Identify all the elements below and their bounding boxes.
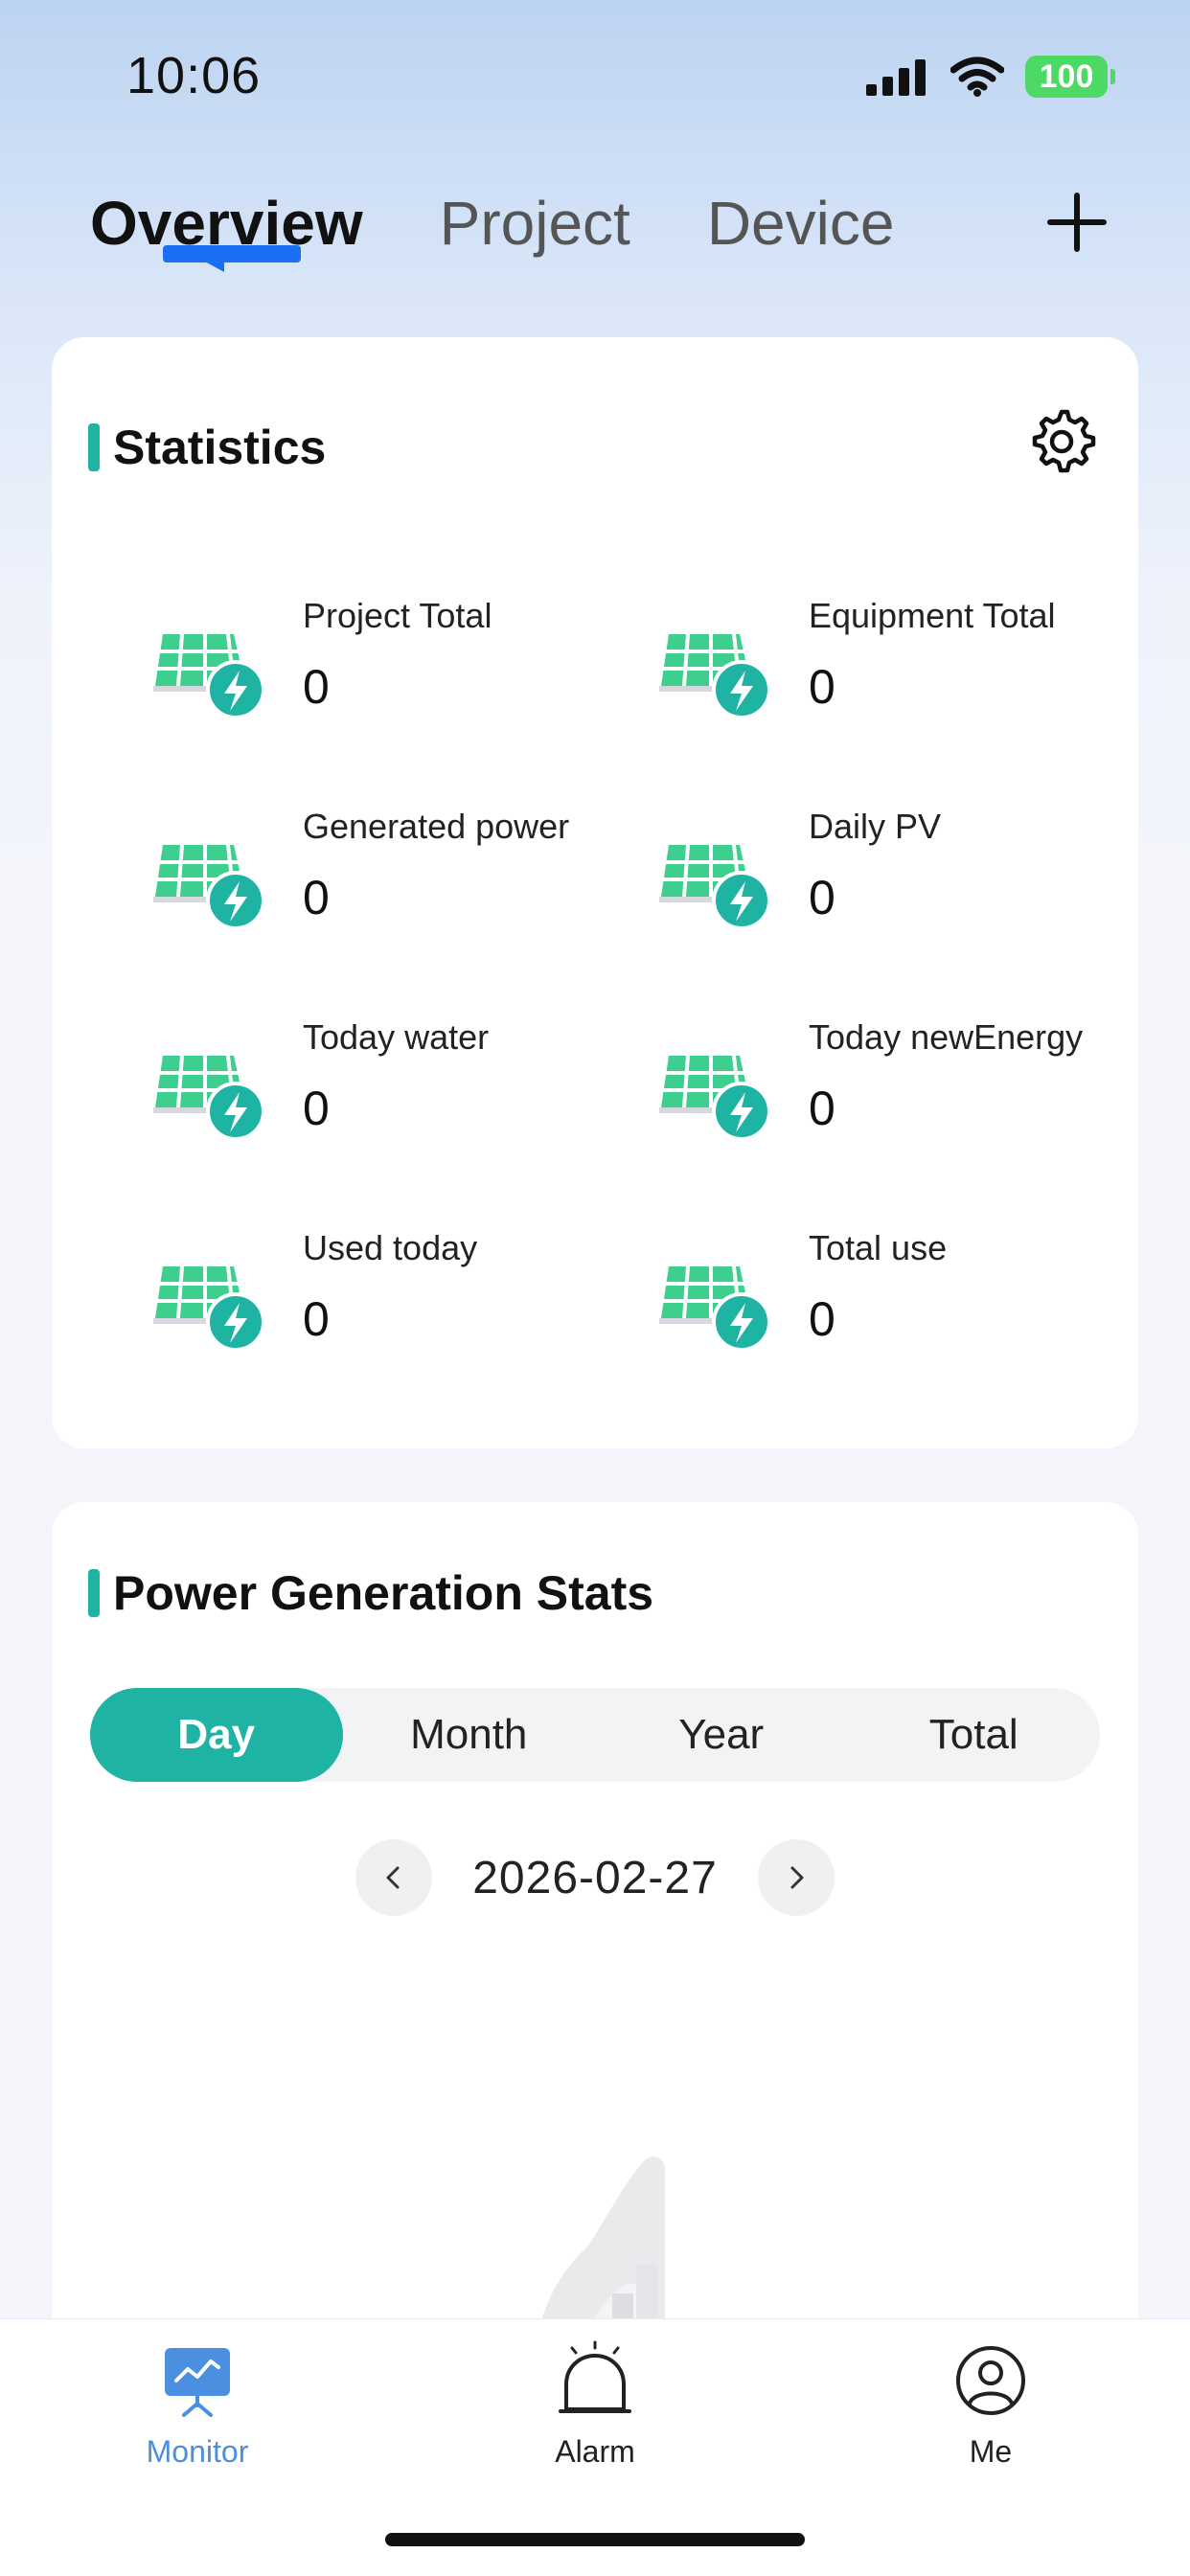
stat-label: Daily PV	[809, 807, 942, 846]
alarm-bell-icon	[559, 2340, 631, 2413]
solar-panel-bolt-icon	[659, 1265, 771, 1352]
solar-panel-bolt-icon	[659, 1055, 771, 1141]
period-year-button[interactable]: Year	[678, 1711, 765, 1758]
chevron-right-icon	[790, 1866, 804, 1889]
stat-total-use: Total use 0	[659, 1228, 1138, 1381]
nav-me[interactable]: Me	[895, 2340, 1087, 2470]
stat-label: Today water	[303, 1017, 490, 1057]
section-accent-bar	[88, 423, 100, 471]
power-stats-title: Power Generation Stats	[113, 1566, 654, 1620]
home-indicator	[385, 2533, 805, 2546]
solar-panel-bolt-icon	[153, 1265, 265, 1352]
status-time: 10:06	[126, 47, 262, 104]
period-total-button[interactable]: Total	[928, 1711, 1018, 1758]
section-accent-bar	[88, 1569, 100, 1617]
tab-device[interactable]: Device	[706, 189, 895, 258]
stat-label: Used today	[303, 1228, 478, 1267]
period-month-button[interactable]: Month	[410, 1711, 528, 1758]
power-generation-card: Power Generation Stats Day Month Year To…	[52, 1502, 1138, 2370]
solar-panel-bolt-icon	[153, 1055, 265, 1141]
stat-value: 0	[303, 1082, 330, 1135]
status-icons: 100	[866, 56, 1115, 98]
stat-generated-power: Generated power 0	[153, 807, 632, 960]
cellular-signal-icon	[866, 59, 926, 96]
stat-label: Equipment Total	[809, 596, 1056, 635]
nav-label: Me	[969, 2434, 1013, 2469]
add-button[interactable]	[1046, 192, 1108, 253]
previous-date-button[interactable]	[355, 1839, 433, 1916]
settings-gear-icon[interactable]	[1027, 404, 1096, 473]
stat-used-today: Used today 0	[153, 1228, 632, 1381]
next-date-button[interactable]	[757, 1839, 835, 1916]
monitor-icon	[165, 2348, 230, 2417]
nav-alarm[interactable]: Alarm	[499, 2340, 691, 2470]
nav-monitor[interactable]: Monitor	[102, 2340, 293, 2470]
solar-panel-bolt-icon	[153, 633, 265, 719]
active-tab-indicator	[163, 245, 301, 272]
stat-value: 0	[809, 871, 835, 924]
top-tab-bar: Overview Project Device	[90, 188, 971, 272]
stat-value: 0	[303, 871, 330, 924]
stat-label: Generated power	[303, 807, 570, 846]
selected-date: 2026-02-27	[472, 1852, 718, 1904]
solar-panel-bolt-icon	[153, 844, 265, 930]
nav-label: Monitor	[146, 2434, 249, 2469]
statistics-card: Statistics Project Total 0 Equipment Tot…	[52, 337, 1138, 1448]
battery-indicator: 100	[1025, 56, 1115, 98]
stat-value: 0	[303, 660, 330, 714]
period-segmented-control: Day Month Year Total	[90, 1688, 1100, 1782]
stat-label: Today newEnergy	[809, 1017, 1084, 1057]
nav-label: Alarm	[555, 2434, 635, 2469]
statistics-title: Statistics	[113, 421, 327, 474]
stat-value: 0	[303, 1292, 330, 1346]
stat-value: 0	[809, 1292, 835, 1346]
stat-value: 0	[809, 1082, 835, 1135]
stat-label: Project Total	[303, 596, 492, 635]
power-stats-header: Power Generation Stats	[88, 1565, 653, 1621]
chevron-left-icon	[386, 1866, 400, 1889]
stat-equipment-total: Equipment Total 0	[659, 596, 1138, 749]
stat-project-total: Project Total 0	[153, 596, 632, 749]
stat-today-water: Today water 0	[153, 1017, 632, 1171]
period-day-button[interactable]: Day	[90, 1688, 343, 1782]
tab-project[interactable]: Project	[439, 189, 630, 258]
wifi-icon	[950, 57, 1004, 97]
stat-today-new-energy: Today newEnergy 0	[659, 1017, 1138, 1171]
user-profile-icon	[956, 2346, 1025, 2415]
date-navigator: 2026-02-27	[52, 1839, 1138, 1916]
solar-panel-bolt-icon	[659, 633, 771, 719]
stat-label: Total use	[809, 1228, 948, 1267]
stat-value: 0	[809, 660, 835, 714]
solar-panel-bolt-icon	[659, 844, 771, 930]
stat-daily-pv: Daily PV 0	[659, 807, 1138, 960]
statistics-header: Statistics	[88, 420, 326, 475]
